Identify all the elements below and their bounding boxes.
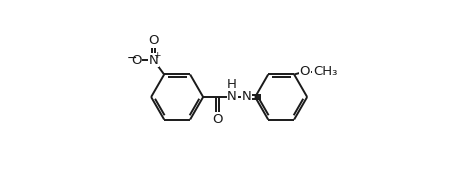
- Text: −: −: [127, 52, 137, 65]
- Text: H: H: [227, 78, 237, 91]
- Text: N: N: [241, 90, 251, 104]
- Text: O: O: [300, 65, 310, 78]
- Text: +: +: [153, 51, 161, 60]
- Text: O: O: [148, 34, 159, 47]
- Text: N: N: [149, 54, 158, 67]
- Text: O: O: [212, 113, 223, 126]
- Text: O: O: [131, 54, 142, 67]
- Text: CH₃: CH₃: [313, 65, 337, 78]
- Text: N: N: [227, 90, 237, 104]
